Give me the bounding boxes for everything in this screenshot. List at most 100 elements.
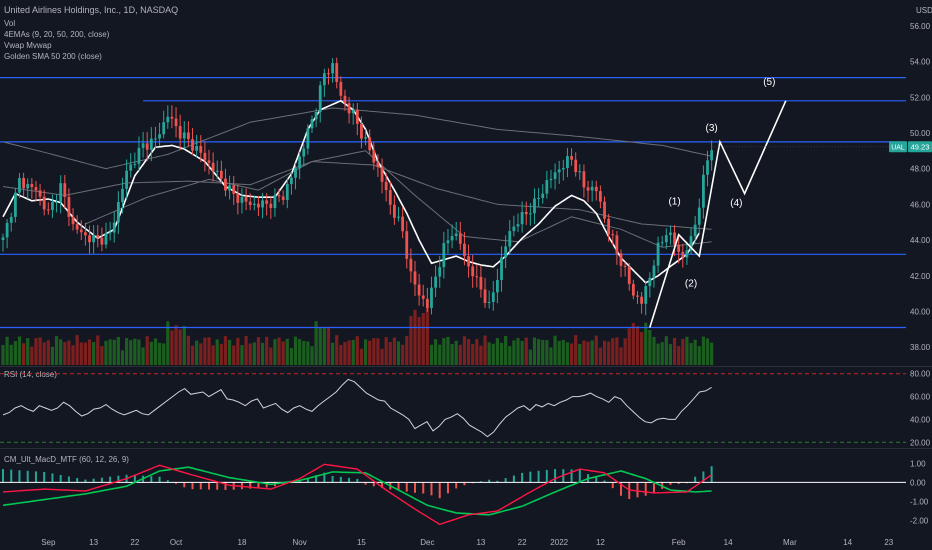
- volume-bar[interactable]: [652, 336, 656, 365]
- volume-bar[interactable]: [487, 342, 491, 365]
- volume-bar[interactable]: [42, 342, 46, 365]
- candle-body[interactable]: [685, 250, 689, 258]
- macd-histogram-bar[interactable]: [109, 476, 112, 483]
- volume-bar[interactable]: [322, 327, 326, 365]
- volume-bar[interactable]: [376, 338, 380, 365]
- volume-bar[interactable]: [615, 337, 619, 365]
- volume-bar[interactable]: [635, 326, 640, 365]
- macd-histogram-bar[interactable]: [414, 482, 416, 493]
- macd-histogram-bar[interactable]: [265, 482, 268, 488]
- indicator-vwap[interactable]: Vwap Mvwap: [4, 41, 52, 50]
- volume-bar[interactable]: [100, 346, 104, 365]
- volume-bar[interactable]: [67, 340, 71, 365]
- macd-histogram-bar[interactable]: [570, 469, 573, 483]
- volume-bar[interactable]: [260, 342, 265, 365]
- candle-body[interactable]: [108, 232, 112, 234]
- macd-histogram-bar[interactable]: [644, 482, 647, 496]
- volume-bar[interactable]: [475, 339, 479, 365]
- candle-body[interactable]: [471, 266, 475, 277]
- candle-body[interactable]: [508, 231, 512, 247]
- candle-body[interactable]: [219, 170, 223, 179]
- candle-body[interactable]: [343, 95, 347, 104]
- macd-histogram-bar[interactable]: [208, 482, 210, 490]
- volume-bar[interactable]: [401, 344, 405, 365]
- candle-body[interactable]: [322, 73, 326, 86]
- candle-body[interactable]: [413, 271, 417, 285]
- candle-body[interactable]: [121, 188, 124, 203]
- volume-bar[interactable]: [710, 342, 714, 365]
- candle-body[interactable]: [409, 258, 413, 272]
- volume-bar[interactable]: [351, 339, 355, 365]
- candle-body[interactable]: [401, 216, 405, 232]
- candle-body[interactable]: [603, 201, 606, 219]
- candle-body[interactable]: [207, 160, 211, 163]
- wave-path[interactable]: [649, 100, 787, 328]
- volume-bar[interactable]: [223, 336, 228, 365]
- volume-bar[interactable]: [289, 348, 293, 365]
- volume-bar[interactable]: [549, 347, 553, 365]
- candle-body[interactable]: [710, 150, 714, 161]
- candle-body[interactable]: [421, 295, 425, 299]
- volume-bar[interactable]: [125, 338, 129, 365]
- volume-bar[interactable]: [664, 336, 668, 365]
- candle-body[interactable]: [660, 242, 664, 244]
- volume-bar[interactable]: [578, 343, 582, 365]
- volume-bar[interactable]: [13, 341, 17, 365]
- candle-body[interactable]: [669, 232, 672, 236]
- volume-bar[interactable]: [141, 347, 145, 365]
- macd-histogram-bar[interactable]: [34, 471, 37, 483]
- volume-bar[interactable]: [120, 350, 125, 365]
- macd-histogram-bar[interactable]: [92, 478, 95, 483]
- volume-bar[interactable]: [409, 316, 413, 365]
- macd-histogram-bar[interactable]: [479, 481, 482, 483]
- candle-body[interactable]: [458, 233, 462, 244]
- volume-bar[interactable]: [438, 344, 442, 365]
- volume-bar[interactable]: [380, 348, 384, 365]
- macd-histogram-bar[interactable]: [496, 480, 499, 483]
- macd-histogram-bar[interactable]: [372, 482, 375, 487]
- candle-body[interactable]: [281, 196, 285, 200]
- candle-body[interactable]: [512, 226, 516, 232]
- candle-body[interactable]: [191, 139, 194, 151]
- volume-bar[interactable]: [79, 342, 83, 365]
- candle-body[interactable]: [697, 207, 701, 225]
- volume-bar[interactable]: [619, 347, 623, 365]
- candle-body[interactable]: [693, 224, 697, 237]
- candle-body[interactable]: [355, 109, 359, 124]
- candle-body[interactable]: [405, 231, 409, 259]
- macd-histogram-bar[interactable]: [710, 466, 713, 483]
- volume-bar[interactable]: [38, 337, 42, 365]
- macd-histogram-bar[interactable]: [306, 477, 309, 483]
- macd-histogram-bar[interactable]: [463, 482, 466, 486]
- candle-body[interactable]: [475, 276, 479, 278]
- volume-bar[interactable]: [170, 330, 174, 365]
- volume-bar[interactable]: [190, 345, 195, 365]
- volume-bar[interactable]: [232, 345, 236, 365]
- macd-line[interactable]: [2, 463, 713, 526]
- candle-body[interactable]: [425, 298, 429, 308]
- volume-bar[interactable]: [512, 340, 516, 365]
- macd-histogram-bar[interactable]: [191, 482, 194, 490]
- candle-body[interactable]: [706, 160, 709, 175]
- volume-bar[interactable]: [228, 339, 232, 365]
- candle-body[interactable]: [607, 218, 611, 235]
- volume-bar[interactable]: [466, 339, 471, 365]
- candle-body[interactable]: [310, 119, 314, 129]
- volume-bar[interactable]: [153, 338, 158, 365]
- macd-histogram-bar[interactable]: [356, 478, 359, 483]
- volume-bar[interactable]: [244, 335, 248, 365]
- volume-bar[interactable]: [413, 309, 417, 365]
- candle-body[interactable]: [467, 256, 470, 267]
- candle-body[interactable]: [520, 211, 524, 225]
- macd-histogram-bar[interactable]: [323, 472, 326, 483]
- candle-body[interactable]: [277, 195, 281, 197]
- macd-histogram-bar[interactable]: [100, 477, 103, 483]
- macd-histogram-bar[interactable]: [636, 482, 639, 498]
- candle-body[interactable]: [314, 112, 318, 120]
- volume-bar[interactable]: [545, 340, 549, 365]
- candle-body[interactable]: [232, 185, 236, 194]
- candle-body[interactable]: [318, 85, 322, 113]
- candle-body[interactable]: [88, 235, 91, 243]
- macd-histogram-bar[interactable]: [603, 480, 606, 483]
- volume-bar[interactable]: [186, 335, 190, 365]
